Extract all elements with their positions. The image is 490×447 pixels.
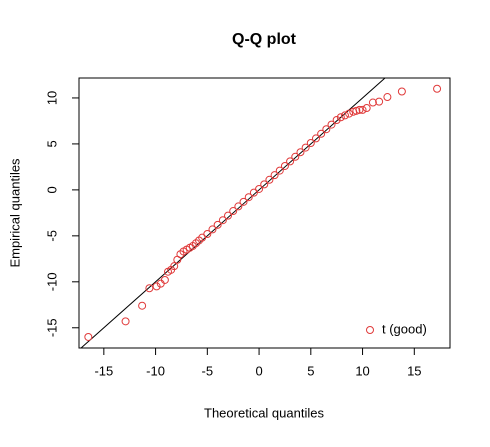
data-point — [397, 87, 406, 96]
data-point — [275, 166, 284, 175]
x-tick-label: 10 — [355, 363, 369, 378]
data-point — [84, 332, 93, 341]
data-point — [362, 104, 371, 113]
data-point — [327, 120, 336, 129]
data-point — [286, 157, 295, 166]
plot-area — [80, 78, 442, 348]
y-axis-label: Empirical quantiles — [7, 158, 22, 268]
data-point — [296, 148, 305, 157]
legend-label: t (good) — [382, 321, 427, 336]
y-tick-label: -10 — [44, 272, 59, 291]
data-point — [280, 161, 289, 170]
data-point — [336, 113, 345, 122]
x-tick-label: 0 — [255, 363, 262, 378]
data-point — [121, 317, 130, 326]
data-point — [301, 143, 310, 152]
data-point — [244, 193, 253, 202]
data-point — [229, 207, 238, 216]
x-tick-label: -5 — [202, 363, 214, 378]
data-point — [249, 188, 258, 197]
data-point — [322, 125, 331, 134]
data-point — [311, 134, 320, 143]
data-point — [198, 233, 207, 242]
x-tick-label: -15 — [94, 363, 113, 378]
data-point — [345, 109, 354, 118]
x-tick-label: 15 — [407, 363, 421, 378]
data-point — [355, 105, 364, 114]
y-tick-label: 5 — [44, 140, 59, 147]
data-point — [213, 220, 222, 229]
chart-title: Q-Q plot — [232, 31, 297, 48]
data-point — [433, 84, 442, 93]
x-axis-label: Theoretical quantiles — [204, 405, 324, 420]
data-point — [306, 138, 315, 147]
reference-line — [80, 78, 386, 348]
data-point — [260, 180, 269, 189]
data-point — [368, 98, 377, 107]
x-tick-label: 5 — [307, 363, 314, 378]
data-point — [317, 129, 326, 138]
data-point — [160, 275, 169, 284]
data-point — [358, 105, 367, 114]
data-point — [332, 116, 341, 125]
plot-frame — [78, 77, 451, 349]
x-tick-label: -10 — [146, 363, 165, 378]
data-point — [383, 93, 392, 102]
data-point — [375, 97, 384, 106]
data-point — [138, 301, 147, 310]
y-tick-label: -5 — [44, 230, 59, 242]
data-point — [203, 230, 212, 239]
data-point — [255, 184, 264, 193]
data-point — [239, 197, 248, 206]
data-point — [234, 202, 243, 211]
data-point — [291, 152, 300, 161]
data-point — [208, 225, 217, 234]
data-point — [340, 111, 349, 120]
data-point — [270, 171, 279, 180]
data-point — [224, 211, 233, 220]
y-tick-label: -15 — [44, 318, 59, 337]
data-point — [145, 284, 154, 293]
y-tick-label: 10 — [44, 91, 59, 105]
data-point — [170, 262, 179, 271]
data-point — [218, 216, 227, 225]
legend-marker — [366, 326, 374, 334]
y-tick-label: 0 — [44, 186, 59, 193]
data-point — [352, 106, 361, 115]
data-point — [265, 175, 274, 184]
data-point — [152, 282, 161, 291]
